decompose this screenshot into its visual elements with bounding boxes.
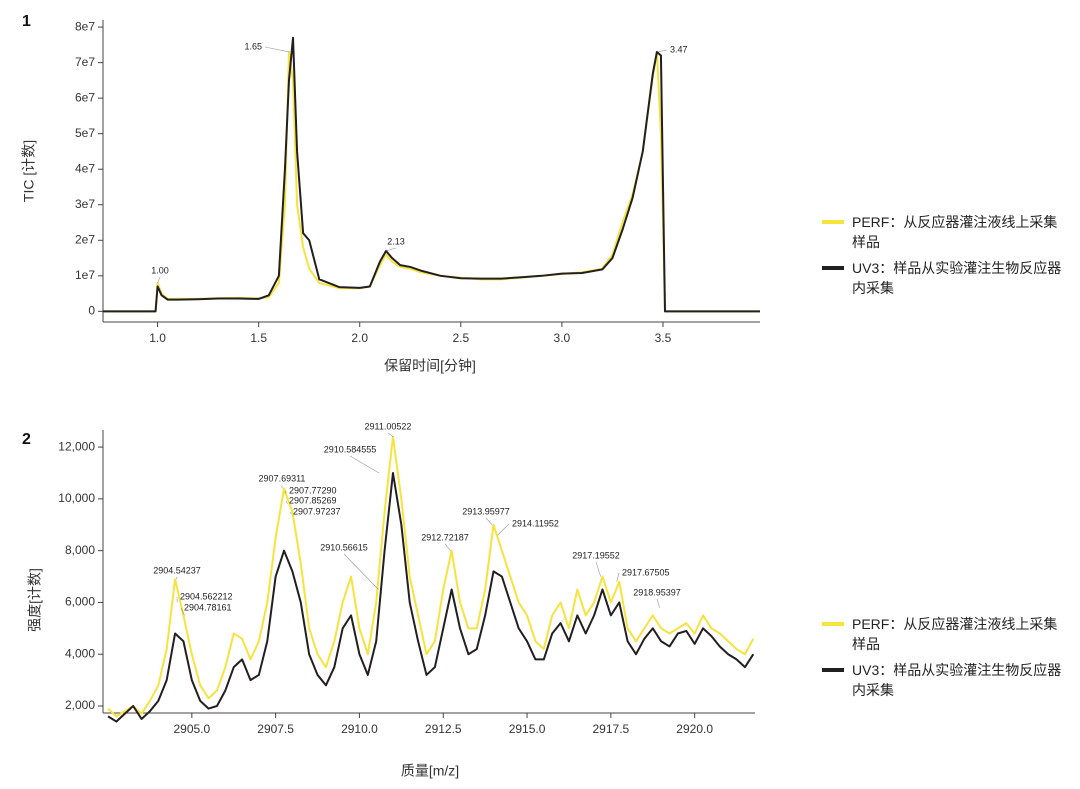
x-axis-label: 质量[m/z] <box>401 763 459 779</box>
annotation-leader <box>284 490 287 494</box>
legend-swatch <box>822 266 844 270</box>
annotation-leader <box>497 523 510 536</box>
annotation-leader <box>289 511 292 515</box>
x-tick-label: 2915.0 <box>509 722 546 736</box>
annotation-leader <box>343 553 379 590</box>
x-tick-label: 3.5 <box>655 331 672 345</box>
annotation: 2910.56615 <box>320 542 368 552</box>
annotation-leader <box>595 561 601 577</box>
annotation: 2917.67505 <box>622 567 670 577</box>
y-tick-label: 2,000 <box>65 698 95 712</box>
annotation-leader <box>157 276 161 284</box>
annotation-leader <box>385 247 397 252</box>
annotation: 2910.584555 <box>324 444 377 454</box>
legend-swatch <box>822 220 844 224</box>
legend-item: PERF：从反应器灌注液线上采集样品 <box>822 614 1062 654</box>
y-tick-label: 8,000 <box>65 543 95 557</box>
annotation: 2917.19552 <box>572 550 620 560</box>
legend-item: UV3：样品从实验灌注生物反应器内采集 <box>822 258 1062 298</box>
y-tick-label: 4e7 <box>75 161 95 175</box>
annotation: 2907.77290 <box>289 485 337 495</box>
annotation: 2918.95397 <box>633 587 681 597</box>
y-tick-label: 6,000 <box>65 595 95 609</box>
annotation: 2904.78161 <box>184 602 232 612</box>
x-tick-label: 3.0 <box>554 331 571 345</box>
annotation-leader <box>485 517 493 525</box>
x-tick-label: 2907.5 <box>257 722 294 736</box>
annotation: 2904.562212 <box>180 591 233 601</box>
legend: PERF：从反应器灌注液线上采集样品 UV3：样品从实验灌注生物反应器内采集 <box>822 212 1062 304</box>
legend-label: UV3：样品从实验灌注生物反应器内采集 <box>852 662 1062 698</box>
y-tick-label: 5e7 <box>75 126 95 140</box>
annotation: 2907.69311 <box>259 473 306 483</box>
y-axis-label: 强度[计数] <box>27 568 43 632</box>
annotation: 2911.00522 <box>365 421 412 431</box>
y-tick-label: 1e7 <box>75 268 95 282</box>
x-tick-label: 2917.5 <box>593 722 630 736</box>
series-line <box>107 435 755 718</box>
annotation: 2912.72187 <box>421 532 469 542</box>
x-tick-label: 2920.0 <box>676 722 713 736</box>
annotation: 2.13 <box>387 236 405 246</box>
y-tick-label: 12,000 <box>58 439 95 453</box>
legend-label: PERF：从反应器灌注液线上采集样品 <box>852 214 1058 250</box>
x-tick-label: 2912.5 <box>425 722 462 736</box>
legend-item: UV3：样品从实验灌注生物反应器内采集 <box>822 660 1062 700</box>
y-tick-label: 0 <box>88 304 95 318</box>
annotation-leader <box>180 607 185 616</box>
panel-label: 2 <box>22 431 31 448</box>
legend-item: PERF：从反应器灌注液线上采集样品 <box>822 212 1062 252</box>
annotation: 3.47 <box>670 44 688 54</box>
y-tick-label: 6e7 <box>75 90 95 104</box>
series-line <box>103 36 760 313</box>
annotation: 1.65 <box>244 41 262 51</box>
y-tick-label: 8e7 <box>75 19 95 33</box>
legend-swatch <box>822 622 844 626</box>
annotation-leader <box>285 500 288 505</box>
legend-label: UV3：样品从实验灌注生物反应器内采集 <box>852 260 1062 296</box>
y-axis-label: TIC [计数] <box>21 140 37 202</box>
panel-label: 1 <box>22 13 31 30</box>
annotation: 2914.11952 <box>512 518 559 528</box>
annotation-leader <box>656 49 668 53</box>
annotation: 2913.95977 <box>462 506 510 516</box>
annotation-leader <box>616 572 620 582</box>
annotation: 2904.54237 <box>153 565 201 575</box>
y-tick-label: 7e7 <box>75 55 95 69</box>
annotation-leader <box>656 598 660 608</box>
x-tick-label: 2910.0 <box>341 722 378 736</box>
annotation-leader <box>176 576 178 580</box>
annotation-leader <box>444 543 451 551</box>
y-tick-label: 2e7 <box>75 232 95 246</box>
x-tick-label: 1.0 <box>149 331 166 345</box>
x-tick-label: 2.5 <box>452 331 469 345</box>
legend: PERF：从反应器灌注液线上采集样品 UV3：样品从实验灌注生物反应器内采集 <box>822 614 1062 706</box>
series-line <box>107 471 755 723</box>
annotation: 1.00 <box>151 265 169 275</box>
annotation-leader <box>387 432 394 437</box>
legend-swatch <box>822 668 844 672</box>
annotation-leader <box>264 46 290 53</box>
y-tick-label: 10,000 <box>58 491 95 505</box>
x-axis-label: 保留时间[分钟] <box>384 358 476 374</box>
annotation: 2907.85269 <box>289 495 337 505</box>
x-tick-label: 2905.0 <box>173 722 210 736</box>
y-tick-label: 4,000 <box>65 646 95 660</box>
x-tick-label: 1.5 <box>250 331 267 345</box>
annotation-leader <box>349 455 380 474</box>
annotation: 2907.97237 <box>293 506 341 516</box>
x-tick-label: 2.0 <box>351 331 368 345</box>
y-tick-label: 3e7 <box>75 197 95 211</box>
legend-label: PERF：从反应器灌注液线上采集样品 <box>852 616 1058 652</box>
